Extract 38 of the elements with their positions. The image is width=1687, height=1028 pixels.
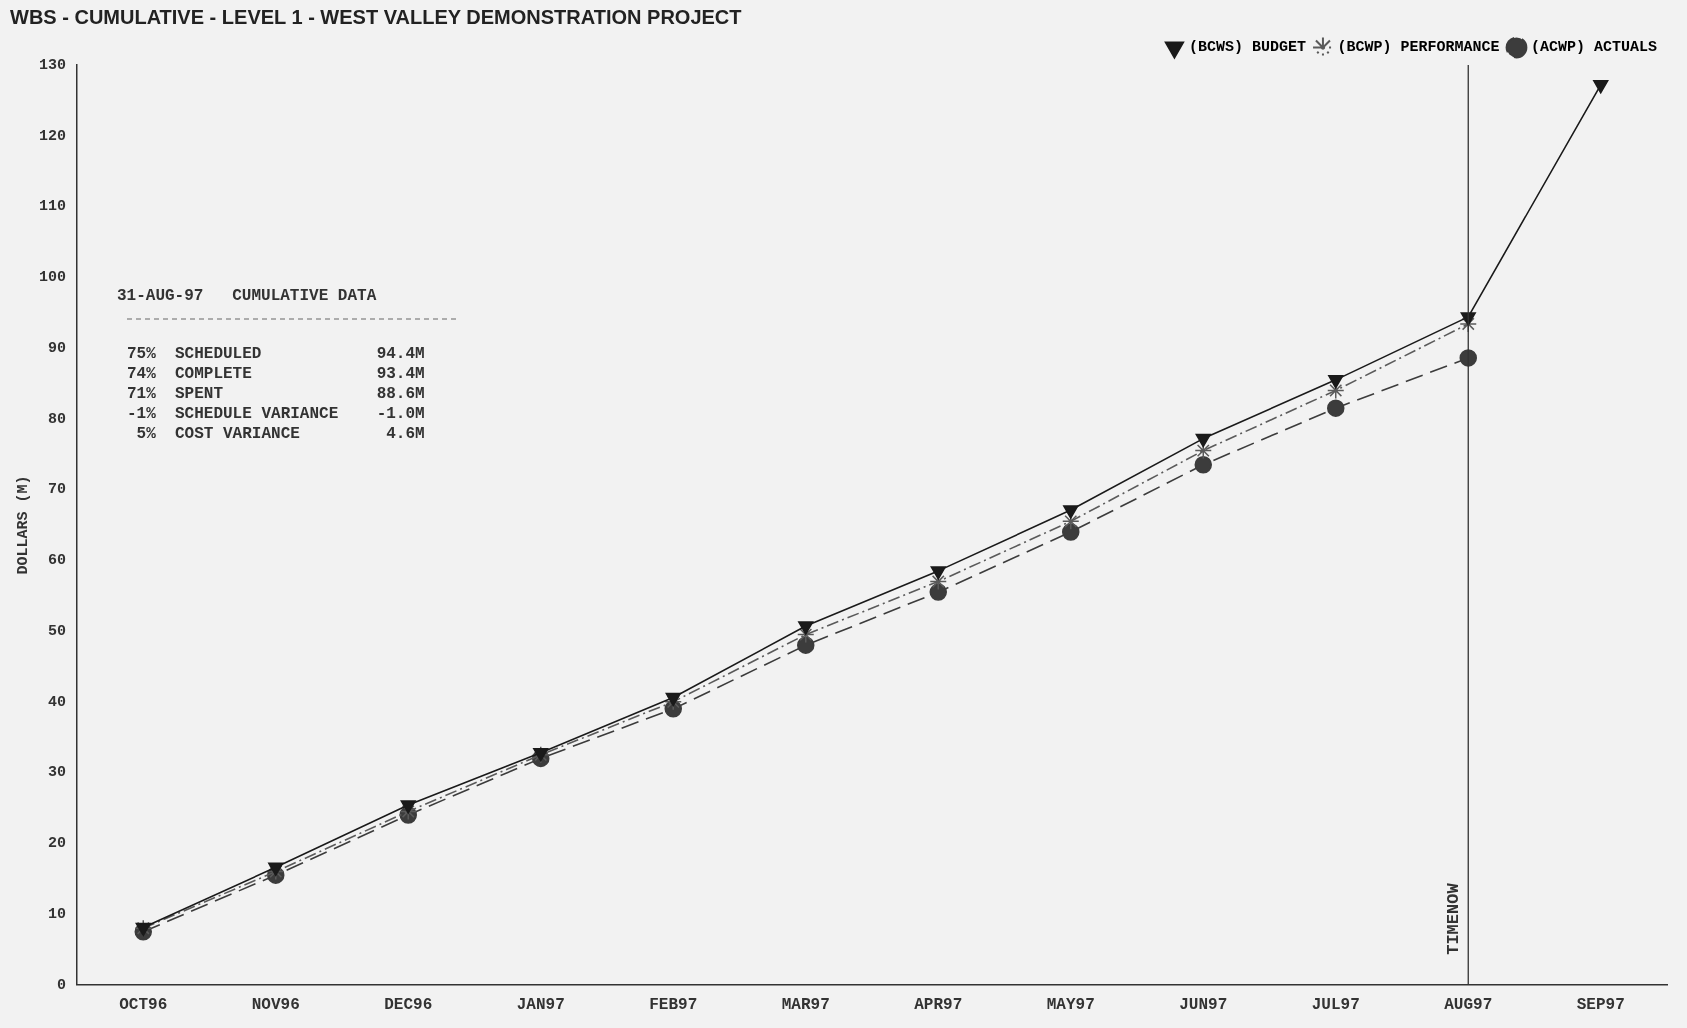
x-tick-label: JUL97 xyxy=(1311,996,1360,1015)
y-tick-label: 80 xyxy=(47,410,66,428)
x-tick-label: MAY97 xyxy=(1046,996,1095,1015)
y-tick-label: 110 xyxy=(38,198,66,216)
y-tick-label: 90 xyxy=(47,339,66,357)
annotation: 5% COST VARIANCE 4.6M xyxy=(127,425,425,443)
y-tick-label: 100 xyxy=(38,269,66,287)
y-tick-label: 10 xyxy=(47,905,66,923)
x-tick-label: MAR97 xyxy=(781,996,830,1015)
x-tick-label: AUG97 xyxy=(1444,996,1493,1015)
annotation: 75% SCHEDULED 94.4M xyxy=(127,345,425,363)
x-tick-label: JAN97 xyxy=(516,996,565,1015)
y-axis-title: DOLLARS (M) xyxy=(14,475,32,575)
legend-label: (BCWP) PERFORMANCE xyxy=(1337,39,1500,57)
y-tick-label: 0 xyxy=(56,976,66,994)
y-tick-label: 30 xyxy=(47,764,66,782)
y-tick-label: 60 xyxy=(47,552,66,570)
y-tick-label: 120 xyxy=(38,127,66,145)
y-tick-label: 50 xyxy=(47,622,66,640)
x-tick-label: APR97 xyxy=(914,996,963,1015)
annotation: 74% COMPLETE 93.4M xyxy=(127,365,425,383)
annotation: 71% SPENT 88.6M xyxy=(127,385,425,403)
y-tick-label: 130 xyxy=(38,56,66,74)
chart-title: WBS - CUMULATIVE - LEVEL 1 - WEST VALLEY DEMONSTRATION PROJECT xyxy=(10,5,742,28)
y-tick-label: 70 xyxy=(47,481,66,499)
x-tick-label: NOV96 xyxy=(251,996,300,1015)
x-tick-label: SEP97 xyxy=(1576,996,1625,1015)
ref-line-label: TIMENOW xyxy=(1444,882,1464,955)
x-tick-label: JUN97 xyxy=(1179,996,1228,1015)
y-tick-label: 40 xyxy=(47,693,66,711)
legend-label: (ACWP) ACTUALS xyxy=(1530,39,1658,57)
legend-label: (BCWS) BUDGET xyxy=(1188,39,1306,57)
x-tick-label: FEB97 xyxy=(649,996,698,1015)
x-tick-label: OCT96 xyxy=(119,996,168,1015)
annotation: -1% SCHEDULE VARIANCE -1.0M xyxy=(127,405,425,423)
annotation: 31-AUG-97 CUMULATIVE DATA xyxy=(117,287,377,305)
x-tick-label: DEC96 xyxy=(384,996,433,1015)
y-tick-label: 20 xyxy=(47,835,66,853)
